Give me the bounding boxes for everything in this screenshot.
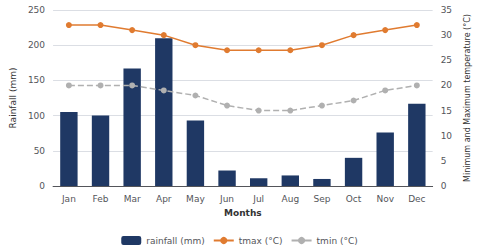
svg-text:5: 5 xyxy=(441,156,447,166)
svg-text:Feb: Feb xyxy=(93,194,109,204)
svg-text:10: 10 xyxy=(441,131,453,141)
svg-text:May: May xyxy=(186,194,205,204)
svg-text:150: 150 xyxy=(28,75,45,85)
svg-text:Sep: Sep xyxy=(313,194,330,204)
svg-text:250: 250 xyxy=(28,5,45,15)
svg-text:Apr: Apr xyxy=(156,194,172,204)
svg-text:Oct: Oct xyxy=(346,194,362,204)
svg-text:0: 0 xyxy=(39,181,45,191)
svg-text:Jun: Jun xyxy=(219,194,234,204)
svg-text:25: 25 xyxy=(441,55,452,65)
svg-text:35: 35 xyxy=(441,5,452,15)
svg-text:Jul: Jul xyxy=(252,194,264,204)
svg-text:Mar: Mar xyxy=(124,194,141,204)
svg-text:tmax (°C): tmax (°C) xyxy=(239,236,283,246)
svg-text:Months: Months xyxy=(224,208,262,218)
svg-text:Rainfall (mm): Rainfall (mm) xyxy=(8,68,18,129)
svg-text:20: 20 xyxy=(441,80,453,90)
svg-text:200: 200 xyxy=(28,40,45,50)
svg-text:tmin (°C): tmin (°C) xyxy=(317,236,358,246)
svg-text:0: 0 xyxy=(441,181,447,191)
svg-text:30: 30 xyxy=(441,30,453,40)
svg-text:Dec: Dec xyxy=(408,194,425,204)
svg-text:Minimum and Maximum temperatur: Minimum and Maximum temperature (°C) xyxy=(463,14,472,182)
svg-text:Aug: Aug xyxy=(282,194,300,204)
svg-text:rainfall (mm): rainfall (mm) xyxy=(146,236,205,246)
svg-text:15: 15 xyxy=(441,106,452,116)
svg-text:Jan: Jan xyxy=(61,194,76,204)
svg-text:Nov: Nov xyxy=(376,194,394,204)
svg-text:100: 100 xyxy=(28,111,45,121)
svg-text:50: 50 xyxy=(34,146,46,156)
